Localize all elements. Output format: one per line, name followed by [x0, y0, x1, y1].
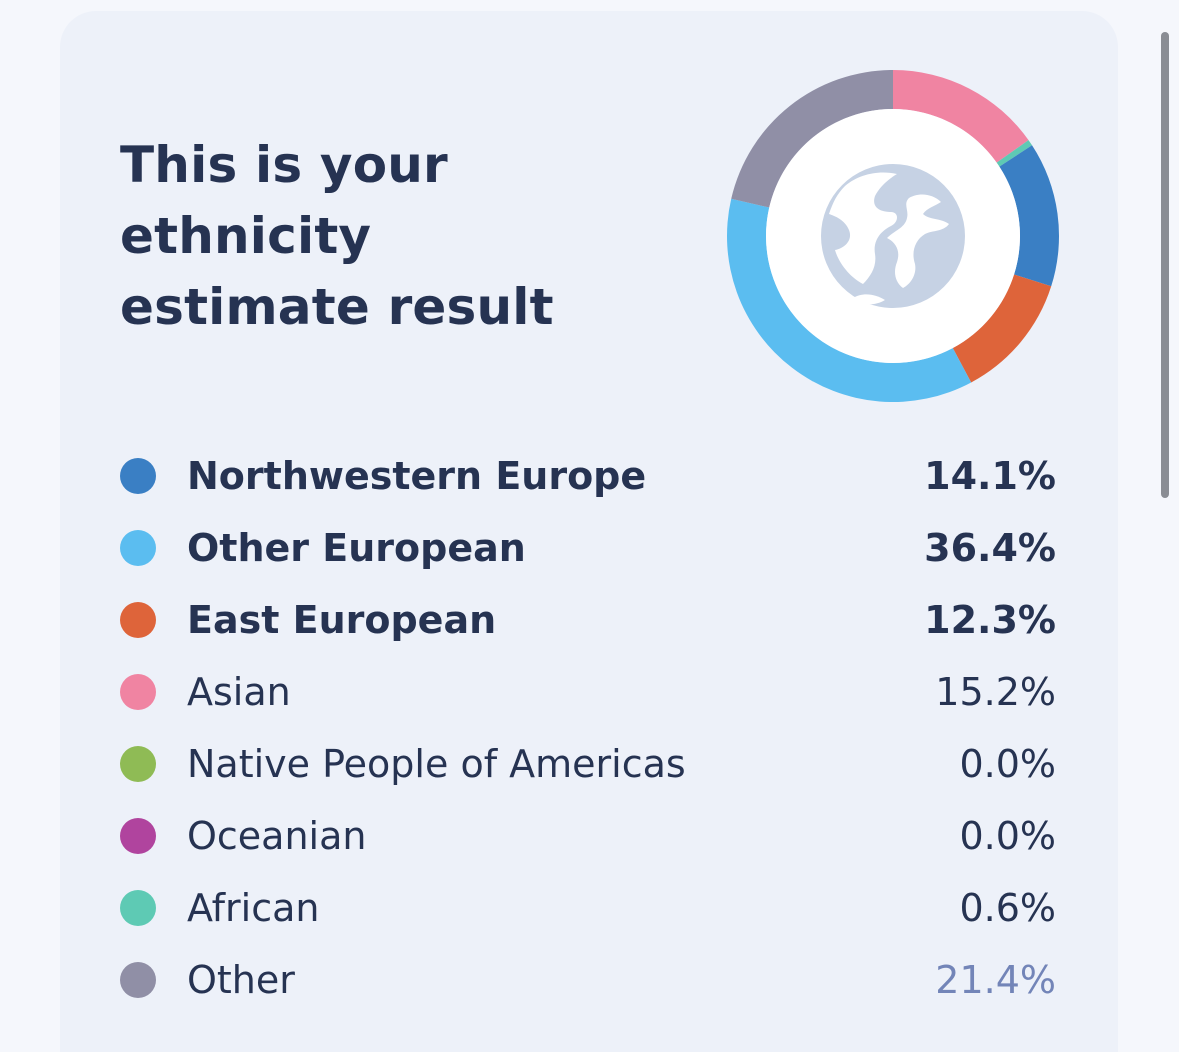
- color-dot: [120, 458, 156, 494]
- donut-segment-asian: [893, 70, 1029, 163]
- donut-segment-east-european: [952, 274, 1052, 383]
- title-line-2: ethnicity: [120, 207, 372, 265]
- legend-label: African: [187, 886, 320, 930]
- legend-row-northwestern-europe: Northwestern Europe 14.1%: [120, 440, 1060, 512]
- legend-value: 21.4%: [935, 958, 1056, 1002]
- color-dot: [120, 746, 156, 782]
- legend-label: Northwestern Europe: [187, 454, 647, 498]
- color-dot: [120, 602, 156, 638]
- donut-segment-african: [996, 140, 1033, 167]
- donut-segment-other-european: [727, 198, 972, 402]
- legend-value: 36.4%: [924, 526, 1056, 570]
- legend-label: Other: [187, 958, 295, 1002]
- legend-value: 0.0%: [959, 742, 1056, 786]
- legend-value: 12.3%: [924, 598, 1056, 642]
- legend-row-other-european: Other European 36.4%: [120, 512, 1060, 584]
- legend-row-oceanian: Oceanian 0.0%: [120, 800, 1060, 872]
- page-title: This is your ethnicity estimate result: [120, 130, 640, 343]
- legend-value: 14.1%: [924, 454, 1056, 498]
- color-dot: [120, 674, 156, 710]
- legend-label: Native People of Americas: [187, 742, 686, 786]
- legend-row-african: African 0.6%: [120, 872, 1060, 944]
- legend-row-native-people-of-americas: Native People of Americas 0.0%: [120, 728, 1060, 800]
- scrollbar[interactable]: [1161, 32, 1169, 498]
- legend-label: East European: [187, 598, 497, 642]
- title-line-3: estimate result: [120, 278, 554, 336]
- legend-value: 15.2%: [935, 670, 1056, 714]
- donut-segment-northwestern-europe: [999, 145, 1059, 287]
- legend-value: 0.6%: [959, 886, 1056, 930]
- ethnicity-donut-chart: [727, 70, 1059, 402]
- legend-row-asian: Asian 15.2%: [120, 656, 1060, 728]
- legend-label: Oceanian: [187, 814, 367, 858]
- legend-label: Asian: [187, 670, 291, 714]
- donut-segments: [727, 70, 1059, 402]
- legend-value: 0.0%: [959, 814, 1056, 858]
- color-dot: [120, 530, 156, 566]
- legend: Northwestern Europe 14.1% Other European…: [120, 440, 1060, 1016]
- color-dot: [120, 890, 156, 926]
- donut-segment-other: [731, 70, 893, 208]
- color-dot: [120, 818, 156, 854]
- legend-row-east-european: East European 12.3%: [120, 584, 1060, 656]
- globe-icon: [821, 164, 965, 308]
- title-line-1: This is your: [120, 136, 448, 194]
- legend-row-other: Other 21.4%: [120, 944, 1060, 1016]
- legend-label: Other European: [187, 526, 526, 570]
- color-dot: [120, 962, 156, 998]
